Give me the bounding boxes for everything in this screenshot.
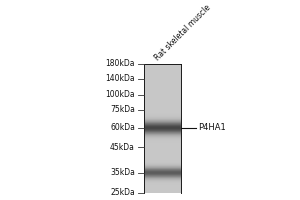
Text: 100kDa: 100kDa [105, 90, 135, 99]
Text: 25kDa: 25kDa [110, 188, 135, 197]
Text: 60kDa: 60kDa [110, 123, 135, 132]
Text: 140kDa: 140kDa [105, 74, 135, 83]
Text: 35kDa: 35kDa [110, 168, 135, 177]
Text: 75kDa: 75kDa [110, 105, 135, 114]
Text: 180kDa: 180kDa [105, 59, 135, 68]
Text: 45kDa: 45kDa [110, 143, 135, 152]
Text: Rat skeletal muscle: Rat skeletal muscle [153, 3, 212, 62]
Text: P4HA1: P4HA1 [198, 123, 226, 132]
